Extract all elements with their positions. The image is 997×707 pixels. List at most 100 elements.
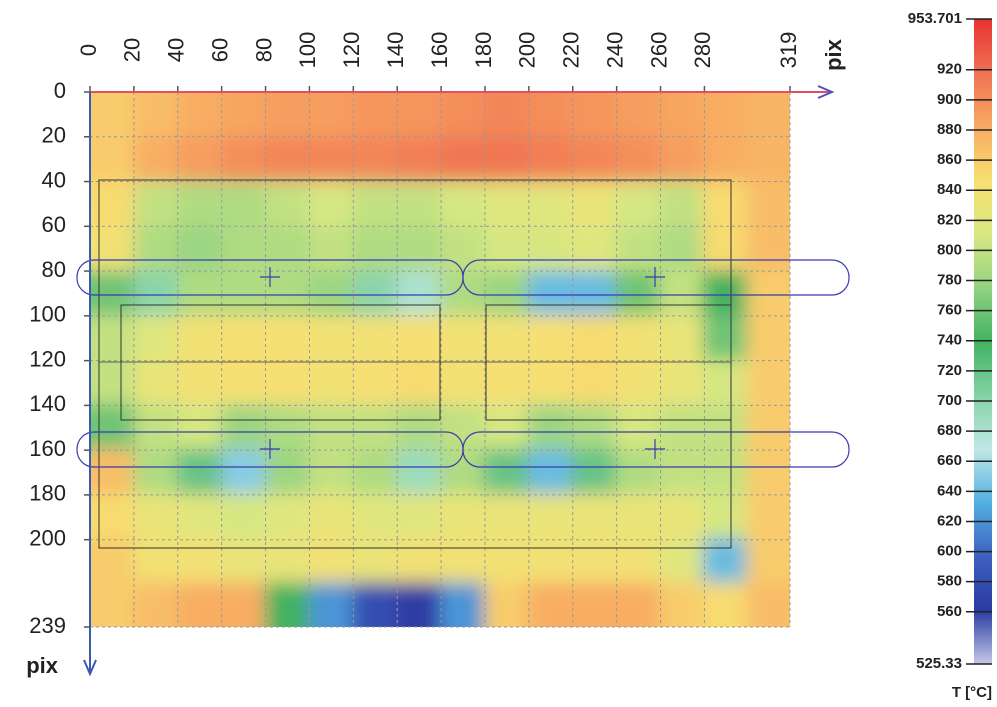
heat-cell: [353, 360, 397, 405]
colorbar-tick-label: 820: [937, 211, 962, 228]
heat-cell: [440, 493, 484, 538]
heat-cell: [396, 137, 440, 182]
colorbar-tick-label: 860: [937, 151, 962, 168]
heat-cell: [353, 538, 397, 583]
heat-cell: [659, 493, 703, 538]
heat-cell: [571, 582, 615, 647]
heat-cell: [746, 137, 810, 182]
heat-cell: [571, 226, 615, 271]
y-tick-label: 20: [42, 123, 66, 148]
heat-cell: [571, 270, 615, 315]
y-tick-label: 80: [42, 257, 66, 282]
heat-cell: [221, 404, 265, 449]
heat-cell: [528, 137, 572, 182]
heat-cell: [528, 582, 572, 647]
heat-cell: [703, 582, 747, 647]
heat-cell: [396, 226, 440, 271]
heat-cell: [484, 137, 528, 182]
heat-cell: [70, 360, 134, 405]
x-axis-label: pix: [821, 38, 846, 71]
heat-cell: [353, 137, 397, 182]
heat-cell: [396, 72, 440, 137]
heat-cell: [70, 449, 134, 494]
heat-cell: [70, 582, 134, 647]
heat-cell: [528, 270, 572, 315]
heat-cell: [396, 181, 440, 226]
heat-cell: [353, 181, 397, 226]
heat-cell: [396, 315, 440, 360]
heat-cell: [615, 493, 659, 538]
colorbar-tick-label: 580: [937, 573, 962, 590]
heat-cell: [615, 404, 659, 449]
colorbar-tick-label: 620: [937, 512, 962, 529]
heat-cell: [396, 404, 440, 449]
heat-cell: [659, 360, 703, 405]
heat-cell: [484, 360, 528, 405]
heat-cell: [703, 538, 747, 583]
x-tick-label: 100: [295, 32, 320, 69]
heat-cell: [659, 582, 703, 647]
heat-cell: [134, 181, 178, 226]
y-tick-label: 239: [29, 613, 66, 638]
heat-cell: [528, 72, 572, 137]
heat-cell: [484, 72, 528, 137]
heat-cell: [746, 270, 810, 315]
colorbar-tick-label: 920: [937, 61, 962, 78]
heat-cell: [221, 137, 265, 182]
heat-cell: [440, 137, 484, 182]
colorbar-limit-label: 525.33: [916, 655, 962, 672]
heat-cell: [703, 360, 747, 405]
heat-cell: [70, 181, 134, 226]
heat-cell: [571, 493, 615, 538]
heat-cell: [353, 226, 397, 271]
heat-cell: [615, 315, 659, 360]
heat-cell: [309, 404, 353, 449]
colorbar-tick-label: 700: [937, 392, 962, 409]
heat-cell: [265, 137, 309, 182]
heat-cell: [528, 226, 572, 271]
heat-cell: [265, 493, 309, 538]
heat-cell: [484, 538, 528, 583]
heat-cell: [659, 404, 703, 449]
heat-cell: [528, 181, 572, 226]
heat-cell: [615, 360, 659, 405]
chart: pix pix 56058060062064066068070072074076…: [0, 0, 997, 707]
heat-cell: [178, 538, 222, 583]
heat-cell: [309, 270, 353, 315]
colorbar-tick-label: 720: [937, 362, 962, 379]
colorbar-limit-label: 953.701: [908, 10, 962, 27]
heat-cell: [703, 404, 747, 449]
heat-cell: [396, 360, 440, 405]
heat-cell: [571, 315, 615, 360]
heat-cell: [178, 404, 222, 449]
heat-cell: [659, 181, 703, 226]
heat-cell: [615, 226, 659, 271]
heat-cell: [440, 270, 484, 315]
heat-cell: [221, 315, 265, 360]
heat-cell: [615, 137, 659, 182]
heat-cell: [309, 582, 353, 647]
heat-cell: [484, 270, 528, 315]
heat-cell: [746, 493, 810, 538]
y-tick-label: 140: [29, 391, 66, 416]
heat-cell: [746, 449, 810, 494]
heat-cell: [571, 360, 615, 405]
heat-cell: [265, 360, 309, 405]
heat-cell: [703, 72, 747, 137]
heat-cell: [396, 270, 440, 315]
heat-cell: [571, 137, 615, 182]
heat-cell: [265, 226, 309, 271]
y-tick-label: 60: [42, 212, 66, 237]
heat-cell: [70, 226, 134, 271]
heat-cell: [70, 404, 134, 449]
colorbar-tick-label: 560: [937, 603, 962, 620]
heat-cell: [528, 493, 572, 538]
heat-cell: [134, 270, 178, 315]
heat-cell: [134, 493, 178, 538]
heat-cell: [659, 538, 703, 583]
heat-cell: [178, 137, 222, 182]
colorbar-tick-label: 900: [937, 91, 962, 108]
heat-cell: [221, 270, 265, 315]
heat-cell: [309, 72, 353, 137]
x-tick-label: 0: [76, 44, 101, 56]
